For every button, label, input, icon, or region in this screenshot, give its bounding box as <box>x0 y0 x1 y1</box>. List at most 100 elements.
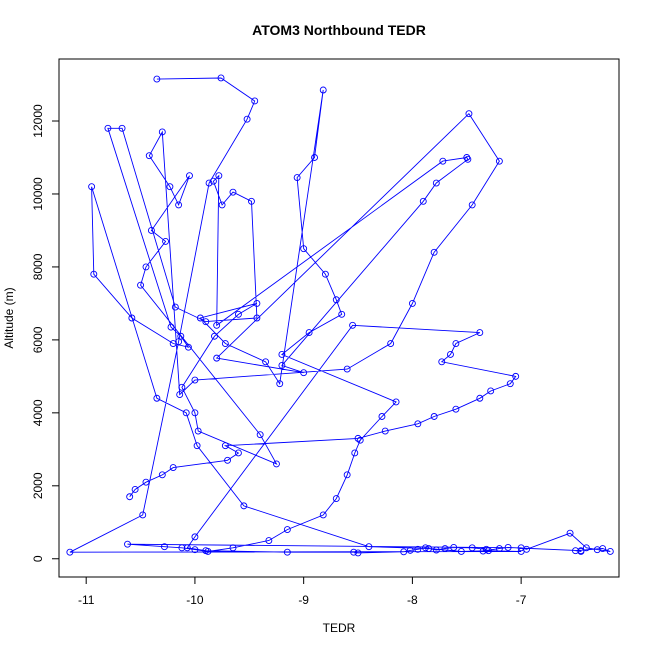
data-point <box>202 547 210 555</box>
data-point <box>191 546 199 554</box>
data-point <box>139 511 147 519</box>
data-point <box>273 460 280 468</box>
data-point <box>276 380 284 388</box>
y-tick-label: 4000 <box>31 399 45 426</box>
data-point <box>351 449 359 457</box>
data-point <box>452 340 460 347</box>
data-point <box>196 314 204 322</box>
data-point <box>356 436 364 444</box>
data-point <box>251 97 259 105</box>
data-point <box>161 543 168 551</box>
data-point <box>419 197 427 205</box>
data-point <box>131 486 139 493</box>
data-point <box>392 398 400 406</box>
data-point <box>213 354 221 362</box>
data-point <box>153 394 161 402</box>
data-point <box>278 361 286 369</box>
data-point <box>191 533 199 541</box>
data-point <box>365 543 373 551</box>
data-point <box>191 376 199 384</box>
x-tick-label: -11 <box>78 593 95 607</box>
data-point <box>381 427 389 435</box>
data-point <box>468 544 476 552</box>
data-point <box>414 545 422 553</box>
data-point <box>147 227 155 234</box>
data-point <box>430 248 438 256</box>
data-point <box>378 413 386 420</box>
data-point <box>421 544 429 552</box>
x-tick-label: -8 <box>407 593 418 607</box>
data-point <box>319 511 327 519</box>
data-point <box>293 174 301 182</box>
data-point <box>211 332 218 340</box>
data-point <box>566 529 574 537</box>
y-axis-label: Altitude (m) <box>2 287 16 348</box>
series-line <box>69 77 611 554</box>
data-point <box>283 526 291 534</box>
data-point <box>523 545 531 553</box>
data-point <box>176 391 184 399</box>
data-point <box>177 332 185 340</box>
data-point <box>262 358 270 366</box>
data-point <box>205 179 213 187</box>
data-point <box>234 449 242 457</box>
data-point <box>169 464 177 472</box>
data-point <box>349 321 357 329</box>
data-point <box>464 155 472 163</box>
data-point <box>485 547 492 555</box>
data-point <box>209 177 217 185</box>
data-point <box>253 299 261 307</box>
data-point <box>194 427 202 435</box>
data-point <box>305 329 313 337</box>
data-point <box>215 172 223 180</box>
data-point <box>414 420 422 428</box>
data-point <box>178 383 186 391</box>
data-point <box>158 128 166 136</box>
data-point <box>319 86 327 94</box>
x-tick-label: -9 <box>298 593 309 607</box>
y-tick-label: 12000 <box>31 104 45 138</box>
data-point <box>332 495 340 503</box>
y-tick-label: 2000 <box>31 472 45 499</box>
data-point <box>142 478 150 486</box>
data-point <box>512 372 520 380</box>
data-point <box>582 544 590 552</box>
data-point <box>218 201 226 209</box>
data-point <box>354 434 362 442</box>
data-point <box>137 281 145 289</box>
data-point <box>229 544 237 552</box>
x-axis: -11 -10 -9 -8 -7 <box>78 576 527 607</box>
data-point <box>300 369 308 377</box>
data-point <box>476 329 484 337</box>
data-point <box>124 540 131 548</box>
data-point <box>66 548 74 556</box>
data-point <box>153 75 161 83</box>
data-point <box>243 115 251 123</box>
data-point <box>457 548 465 555</box>
data-point <box>184 343 192 351</box>
data-point <box>265 537 273 544</box>
data-point <box>606 548 614 555</box>
data-point <box>311 154 318 161</box>
chart-title: ATOM3 Northbound TEDR <box>252 22 426 38</box>
data-point <box>450 544 458 551</box>
data-point <box>495 157 503 165</box>
data-point <box>406 546 414 554</box>
data-point <box>321 270 329 278</box>
data-point <box>332 296 340 304</box>
data-point <box>425 545 433 552</box>
data-point <box>213 321 221 329</box>
data-point <box>504 544 512 551</box>
data-point <box>408 299 416 307</box>
data-point <box>217 74 225 82</box>
data-point <box>193 442 201 450</box>
y-tick-label: 6000 <box>31 326 45 353</box>
data-point <box>432 546 440 554</box>
data-point <box>338 310 346 318</box>
data-point <box>128 314 136 322</box>
data-point <box>430 413 438 420</box>
data-point <box>479 547 487 555</box>
data-point <box>400 548 408 556</box>
data-point <box>191 409 199 417</box>
data-point <box>167 323 175 331</box>
